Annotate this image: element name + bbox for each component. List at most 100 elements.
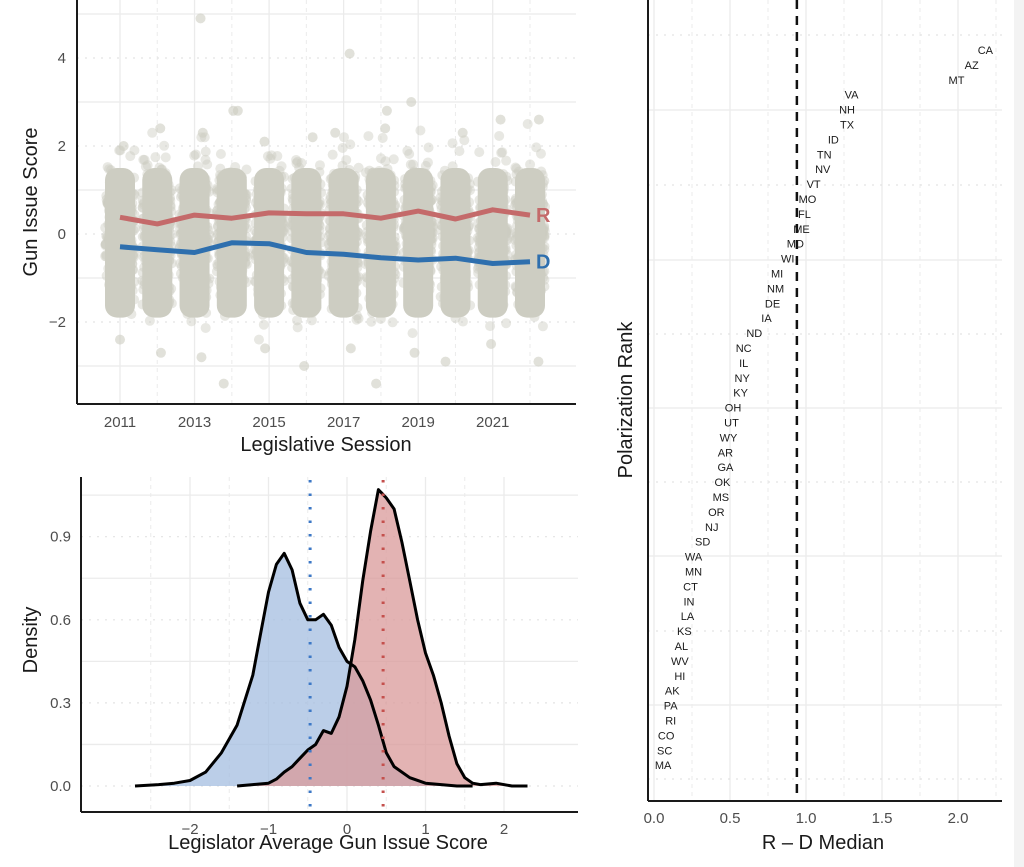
series-label-r: R xyxy=(536,205,551,227)
data-point xyxy=(299,361,310,371)
state-label: CA xyxy=(978,45,994,57)
data-point xyxy=(276,161,287,172)
data-point xyxy=(150,152,161,163)
state-label: IL xyxy=(739,358,748,370)
data-point xyxy=(535,148,546,159)
data-point xyxy=(497,147,508,158)
state-label: WA xyxy=(685,552,703,564)
state-label: NC xyxy=(736,343,752,355)
x-tick-label: 2013 xyxy=(178,414,211,431)
panel-b-x-ticks: −2 −1 0 1 2 xyxy=(181,821,508,838)
density-outline-r xyxy=(236,488,528,788)
state-label: LA xyxy=(681,611,695,623)
data-point xyxy=(339,132,350,143)
y-tick-label: 2 xyxy=(58,138,66,155)
x-tick-label: 2015 xyxy=(252,414,285,431)
data-point xyxy=(241,164,252,175)
data-point xyxy=(330,127,341,138)
state-label: UT xyxy=(724,418,739,430)
state-label: PA xyxy=(664,701,679,713)
panel-a-y-ticks: −2 0 2 4 xyxy=(49,50,66,331)
page-edge xyxy=(1014,0,1024,867)
data-point xyxy=(265,153,276,164)
data-point xyxy=(142,160,153,171)
state-label: KS xyxy=(677,626,692,638)
data-point xyxy=(415,125,426,136)
data-point xyxy=(306,315,317,326)
data-point xyxy=(160,152,171,163)
point-cluster xyxy=(328,168,359,318)
data-point xyxy=(533,114,544,125)
state-label: MA xyxy=(655,760,672,772)
data-point xyxy=(402,145,413,156)
data-point xyxy=(537,321,548,332)
data-point xyxy=(266,150,277,161)
series-label-d: D xyxy=(536,252,550,274)
x-tick-label: −1 xyxy=(260,821,277,838)
state-label: TN xyxy=(817,149,832,161)
panel-a-series-lines: RD xyxy=(119,205,551,274)
data-point xyxy=(409,347,420,358)
panel-c-x-axis-label: R – D Median xyxy=(762,832,884,854)
data-point xyxy=(457,316,468,327)
data-point xyxy=(125,151,136,162)
point-cluster xyxy=(142,168,173,318)
data-point xyxy=(200,146,211,157)
data-point xyxy=(511,163,522,174)
state-label: AL xyxy=(675,641,688,653)
density-area-d xyxy=(135,553,473,786)
y-tick-label: 0.9 xyxy=(50,529,71,546)
data-point xyxy=(423,142,434,153)
data-point xyxy=(314,160,325,171)
data-point xyxy=(155,123,166,134)
state-label: CO xyxy=(658,730,675,742)
data-point xyxy=(291,158,302,169)
data-point xyxy=(190,149,201,160)
panel-a-x-axis-label: Legislative Session xyxy=(240,434,411,456)
state-label: AR xyxy=(718,447,733,459)
data-point xyxy=(218,378,229,389)
state-label: TX xyxy=(840,120,855,132)
x-tick-label: −2 xyxy=(181,821,198,838)
state-label: OH xyxy=(725,403,742,415)
data-point xyxy=(186,316,197,327)
panel-b-density-areas xyxy=(134,488,528,788)
data-point xyxy=(258,319,269,330)
data-point xyxy=(486,339,497,349)
x-tick-label: 2019 xyxy=(401,414,434,431)
data-point xyxy=(147,127,158,138)
data-point xyxy=(291,154,302,165)
data-point xyxy=(525,159,536,170)
data-point xyxy=(522,119,533,129)
outlier-point xyxy=(381,105,392,116)
data-point xyxy=(388,154,399,165)
point-cluster xyxy=(291,168,322,318)
x-tick-label: 2 xyxy=(500,821,508,838)
y-tick-label: 0 xyxy=(58,226,66,243)
data-point xyxy=(405,159,416,170)
x-tick-label: 2.0 xyxy=(948,810,969,827)
data-point xyxy=(197,127,208,138)
data-point xyxy=(296,158,307,169)
data-point xyxy=(292,315,303,326)
state-label: NY xyxy=(735,373,751,385)
state-label: FL xyxy=(798,209,811,221)
data-point xyxy=(485,321,496,332)
state-label: MO xyxy=(799,194,817,206)
state-label: WY xyxy=(720,432,738,444)
x-tick-label: 0.5 xyxy=(720,810,741,827)
data-point xyxy=(531,142,542,153)
state-label: SC xyxy=(657,745,672,757)
data-point xyxy=(387,317,398,328)
y-tick-label: 0.6 xyxy=(50,612,71,629)
panel-c-grid xyxy=(648,0,1002,801)
state-label: MT xyxy=(949,75,965,87)
data-point xyxy=(341,154,352,165)
y-tick-label: 0.0 xyxy=(50,778,71,795)
panel-c-y-axis-label: Polarization Rank xyxy=(615,321,637,479)
data-point xyxy=(327,149,338,160)
state-label: MN xyxy=(685,567,702,579)
